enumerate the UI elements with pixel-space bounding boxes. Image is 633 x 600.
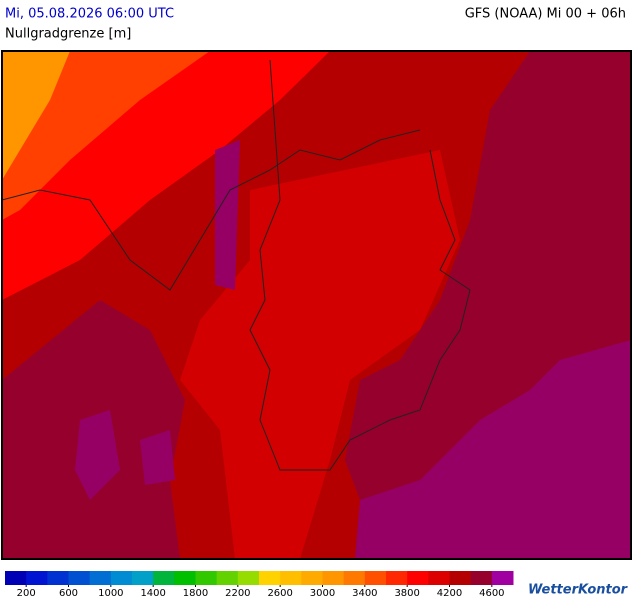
model-run: GFS (NOAA) Mi 00 + 06h [465,7,626,22]
legend-swatch [407,571,429,585]
legend: 200 600 1000 1400 1800 2200 2600 3000 3400 3800 42… [5,571,514,599]
legend-swatch [301,571,323,585]
legend-label: 1400 [140,588,165,599]
legend-label: 3000 [310,588,335,599]
coast [1,129,421,291]
region [215,140,240,290]
legend-swatch [491,571,514,585]
legend-label: 1800 [183,588,208,599]
map-area [1,50,632,560]
legend-label: 600 [59,588,78,599]
logo: WetterKontor [528,583,629,598]
region [2,51,70,180]
legend-swatch [364,571,387,585]
legend-swatch [237,571,260,585]
legend-swatch [89,571,112,585]
legend-swatch [26,571,48,585]
border [249,59,471,471]
parameter: Nullgradgrenze [m] [5,27,131,42]
legend-swatch [132,571,154,585]
region [355,340,631,559]
legend-swatch [153,571,175,585]
legend-swatch [216,571,239,585]
title: Mi, 05.08.2026 06:00 UTC [5,7,174,22]
legend-swatch [174,571,196,585]
legend-label: 1000 [98,588,123,599]
legend-swatch [280,571,302,585]
legend-label: 4200 [437,588,462,599]
legend-label: 3800 [394,588,419,599]
legend-swatch [5,571,27,585]
region [140,430,175,485]
legend-label: 200 [17,588,36,599]
region [75,410,120,500]
legend-swatch [110,571,133,585]
legend-label: 3400 [352,588,377,599]
map-frame [1,50,632,560]
legend-swatch [259,571,281,585]
legend-swatch [195,571,218,585]
legend-swatch [343,571,366,585]
legend-label: 2600 [267,588,292,599]
legend-swatch [449,571,472,585]
legend-swatch [386,571,408,585]
legend-label: 4600 [479,588,504,599]
legend-swatch [470,571,493,585]
legend-swatch [68,571,91,585]
region [2,51,210,220]
legend-swatch [428,571,450,585]
legend-swatch [322,571,345,585]
legend-label: 2200 [225,588,250,599]
legend-swatch [47,571,69,585]
region [180,150,460,559]
